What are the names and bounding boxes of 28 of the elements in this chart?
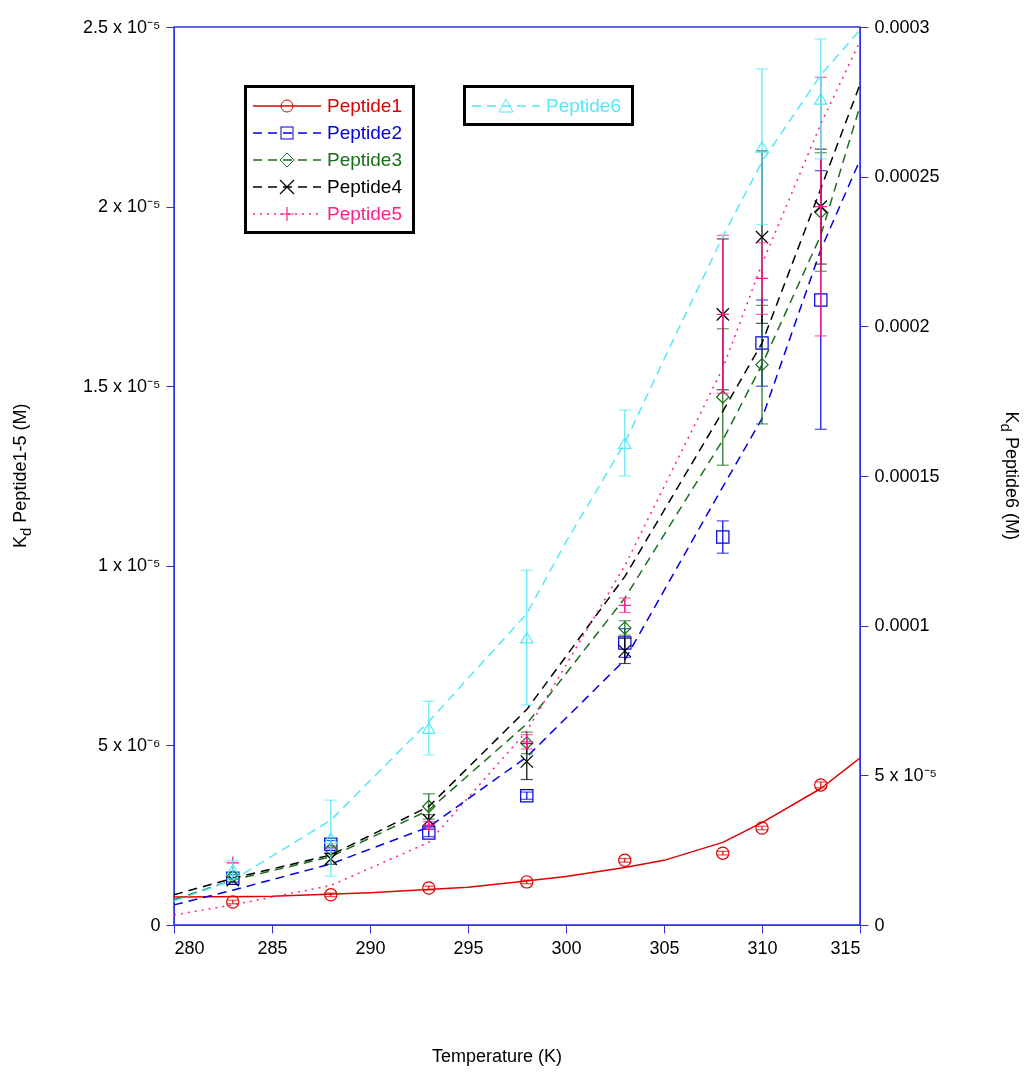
legend-label: Peptide1: [327, 94, 403, 117]
y-tick-label: 0: [150, 914, 161, 935]
legend-label: Peptide6: [546, 94, 622, 117]
legend-label: Peptide4: [327, 175, 403, 198]
legend-label: Peptide3: [327, 148, 403, 171]
x-tick-label: 300: [551, 937, 582, 958]
x-tick-label: 315: [830, 937, 861, 958]
y2-tick-label: 0.00015: [874, 465, 940, 486]
x-tick-label: 290: [355, 937, 386, 958]
y2-tick-label: 0.0003: [874, 16, 930, 37]
y2-tick-label: 5 x 10⁻⁵: [874, 764, 937, 785]
y2-tick-label: 0.00025: [874, 166, 940, 187]
y2-tick-label: 0.0001: [874, 615, 930, 636]
y2-tick-label: 0.0002: [874, 315, 930, 336]
x-tick-label: 295: [453, 937, 484, 958]
y-tick-label: 5 x 10⁻⁶: [98, 734, 161, 755]
legend-label: Peptide5: [327, 202, 403, 225]
y-tick-label: 1 x 10⁻⁵: [98, 555, 161, 576]
y-tick-label: 2 x 10⁻⁵: [98, 196, 161, 217]
x-tick-label: 280: [174, 937, 205, 958]
y-tick-label: 2.5 x 10⁻⁵: [82, 16, 161, 37]
y2-tick-label: 0: [874, 914, 885, 935]
x-tick-label: 285: [257, 937, 288, 958]
y-tick-label: 1.5 x 10⁻⁵: [82, 375, 161, 396]
legend-label: Peptide2: [327, 121, 403, 144]
x-tick-label: 305: [649, 937, 680, 958]
x-tick-label: 310: [747, 937, 778, 958]
x-axis-title: Temperature (K): [432, 1045, 563, 1067]
